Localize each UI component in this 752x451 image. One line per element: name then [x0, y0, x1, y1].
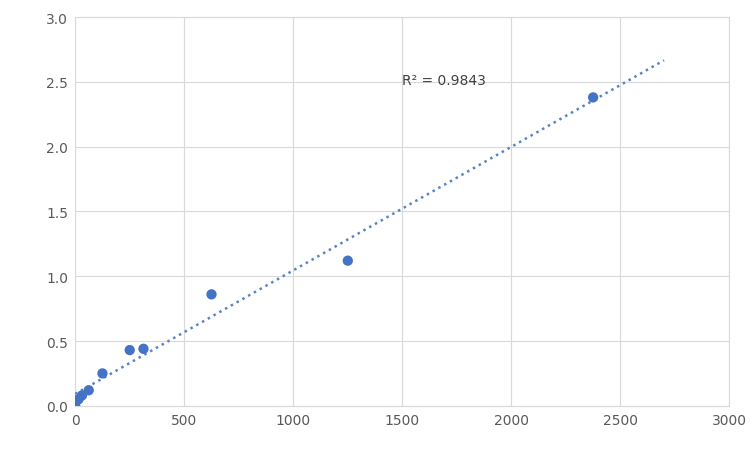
Point	[83, 387, 95, 394]
Point	[72, 396, 84, 403]
Point	[138, 345, 150, 353]
Point	[96, 370, 108, 377]
Point	[587, 95, 599, 102]
Text: R² = 0.9843: R² = 0.9843	[402, 74, 487, 88]
Point	[123, 347, 135, 354]
Point	[69, 402, 81, 410]
Point	[341, 258, 353, 265]
Point	[76, 392, 88, 399]
Point	[205, 291, 217, 298]
